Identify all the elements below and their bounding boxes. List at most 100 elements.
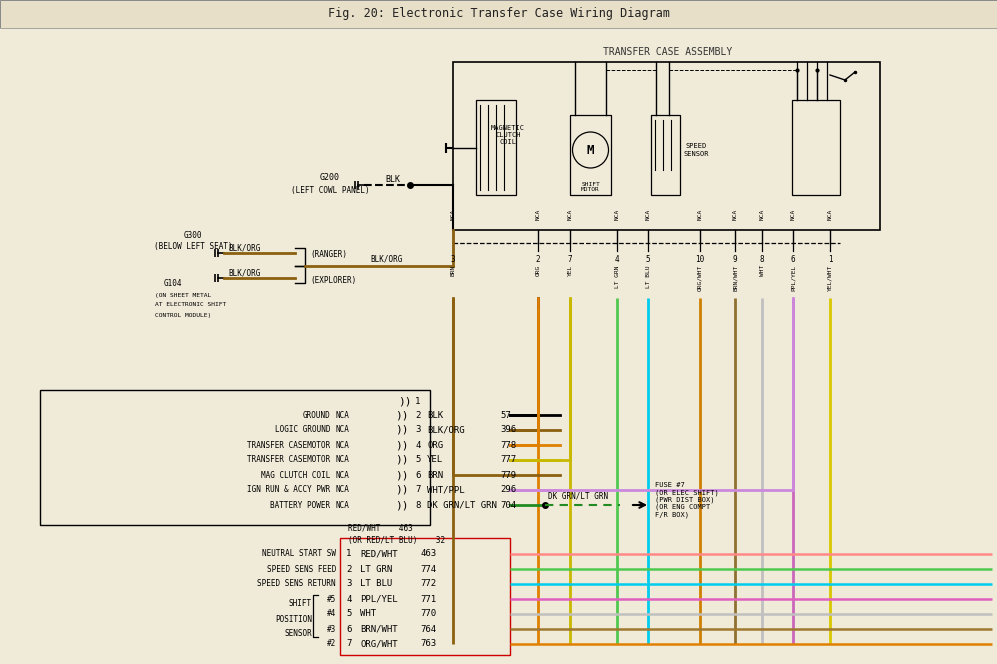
Text: BLK/ORG: BLK/ORG bbox=[228, 268, 260, 278]
Text: 6: 6 bbox=[346, 625, 351, 633]
Text: NCA: NCA bbox=[335, 485, 349, 495]
Text: 3: 3 bbox=[415, 426, 421, 434]
Text: 7: 7 bbox=[415, 485, 421, 495]
Text: TRANSFER CASE ASSEMBLY: TRANSFER CASE ASSEMBLY bbox=[603, 47, 733, 57]
Text: 771: 771 bbox=[420, 594, 436, 604]
Text: BLK/ORG: BLK/ORG bbox=[427, 426, 465, 434]
Text: ORG/WHT: ORG/WHT bbox=[698, 265, 703, 291]
Text: 704: 704 bbox=[500, 501, 516, 509]
Text: YEL: YEL bbox=[567, 265, 572, 276]
Text: NCA: NCA bbox=[733, 208, 738, 220]
Text: (ON SHEET METAL: (ON SHEET METAL bbox=[155, 293, 211, 297]
Text: LT GRN: LT GRN bbox=[360, 564, 392, 574]
Text: 764: 764 bbox=[420, 625, 436, 633]
Text: GROUND: GROUND bbox=[302, 410, 330, 420]
Text: NCA: NCA bbox=[335, 501, 349, 509]
Text: NCA: NCA bbox=[335, 456, 349, 465]
Text: LOGIC GROUND: LOGIC GROUND bbox=[274, 426, 330, 434]
Text: FUSE #7
(OR ELEC SHIFT)
(PWR DIST BOX)
(OR ENG COMPT
F/R BOX): FUSE #7 (OR ELEC SHIFT) (PWR DIST BOX) (… bbox=[655, 482, 719, 518]
Text: NCA: NCA bbox=[335, 471, 349, 479]
Bar bbox=[792, 100, 840, 195]
Text: ORG: ORG bbox=[535, 265, 540, 276]
Text: NCA: NCA bbox=[335, 440, 349, 450]
Text: #4: #4 bbox=[327, 610, 336, 618]
Text: BRN/WHT: BRN/WHT bbox=[733, 265, 738, 291]
Text: 396: 396 bbox=[500, 426, 516, 434]
Text: 463: 463 bbox=[420, 550, 436, 558]
Text: )): )) bbox=[395, 425, 409, 435]
Text: NCA: NCA bbox=[791, 208, 796, 220]
Text: CONTROL MODULE): CONTROL MODULE) bbox=[155, 313, 211, 317]
Text: )): )) bbox=[395, 410, 409, 420]
Text: 6: 6 bbox=[415, 471, 421, 479]
Text: 2: 2 bbox=[346, 564, 351, 574]
Bar bbox=[340, 538, 510, 655]
Text: )): )) bbox=[395, 455, 409, 465]
Text: #5: #5 bbox=[327, 594, 336, 604]
Text: (BELOW LEFT SEAT): (BELOW LEFT SEAT) bbox=[154, 242, 232, 252]
Text: 779: 779 bbox=[500, 471, 516, 479]
Text: BLK: BLK bbox=[385, 175, 400, 185]
Text: 4: 4 bbox=[415, 440, 421, 450]
Text: 57: 57 bbox=[500, 410, 510, 420]
Text: TRANSFER CASEMOTOR: TRANSFER CASEMOTOR bbox=[246, 456, 330, 465]
Text: BLK/ORG: BLK/ORG bbox=[370, 255, 403, 264]
Text: SHIFT: SHIFT bbox=[289, 600, 312, 608]
Text: WHT: WHT bbox=[760, 265, 765, 276]
Text: MAGNETIC
CLUTCH
COIL: MAGNETIC CLUTCH COIL bbox=[491, 125, 525, 145]
Text: NCA: NCA bbox=[614, 208, 619, 220]
Text: SPEED
SENSOR: SPEED SENSOR bbox=[683, 143, 709, 157]
Text: 296: 296 bbox=[500, 485, 516, 495]
Text: POSITION: POSITION bbox=[275, 614, 312, 623]
Text: 1: 1 bbox=[828, 255, 832, 264]
Text: )): )) bbox=[395, 470, 409, 480]
Text: BRN/WHT: BRN/WHT bbox=[360, 625, 398, 633]
Text: (OR RED/LT BLU)    32: (OR RED/LT BLU) 32 bbox=[348, 535, 445, 544]
Text: 2: 2 bbox=[535, 255, 540, 264]
Text: G104: G104 bbox=[164, 278, 182, 288]
Text: 4: 4 bbox=[615, 255, 619, 264]
Text: 8: 8 bbox=[415, 501, 421, 509]
Text: MAG CLUTCH COIL: MAG CLUTCH COIL bbox=[260, 471, 330, 479]
Text: WHT: WHT bbox=[360, 610, 376, 618]
Text: G200: G200 bbox=[320, 173, 340, 181]
Text: 770: 770 bbox=[420, 610, 436, 618]
Text: PPL/YEL: PPL/YEL bbox=[360, 594, 398, 604]
Text: 774: 774 bbox=[420, 564, 436, 574]
Text: YEL: YEL bbox=[427, 456, 443, 465]
Text: 1: 1 bbox=[346, 550, 351, 558]
Text: M: M bbox=[587, 143, 594, 157]
Text: 10: 10 bbox=[695, 255, 705, 264]
Text: )): )) bbox=[398, 397, 412, 407]
Text: NEUTRAL START SW: NEUTRAL START SW bbox=[262, 550, 336, 558]
Text: TRANSFER CASEMOTOR: TRANSFER CASEMOTOR bbox=[246, 440, 330, 450]
Text: SENSOR: SENSOR bbox=[284, 629, 312, 639]
Text: (RANGER): (RANGER) bbox=[310, 250, 347, 260]
Text: Fig. 20: Electronic Transfer Case Wiring Diagram: Fig. 20: Electronic Transfer Case Wiring… bbox=[327, 7, 670, 21]
Text: )): )) bbox=[395, 440, 409, 450]
Text: LT GRN: LT GRN bbox=[614, 265, 619, 288]
Text: BRN: BRN bbox=[427, 471, 443, 479]
Text: NCA: NCA bbox=[335, 426, 349, 434]
Text: 1: 1 bbox=[415, 398, 421, 406]
Text: PPL/YEL: PPL/YEL bbox=[791, 265, 796, 291]
Text: #3: #3 bbox=[327, 625, 336, 633]
Text: SHIFT
MOTOR: SHIFT MOTOR bbox=[581, 181, 600, 193]
Text: RED/WHT: RED/WHT bbox=[360, 550, 398, 558]
Bar bbox=[651, 115, 680, 195]
Text: NCA: NCA bbox=[535, 208, 540, 220]
Text: 3: 3 bbox=[451, 255, 456, 264]
Text: 3: 3 bbox=[346, 580, 351, 588]
Bar bbox=[40, 390, 430, 525]
Text: )): )) bbox=[395, 485, 409, 495]
Text: NCA: NCA bbox=[698, 208, 703, 220]
Text: ORG: ORG bbox=[427, 440, 443, 450]
Text: BATTERY POWER: BATTERY POWER bbox=[270, 501, 330, 509]
Text: 2: 2 bbox=[415, 410, 421, 420]
Text: #2: #2 bbox=[327, 639, 336, 649]
Text: (EXPLORER): (EXPLORER) bbox=[310, 276, 356, 284]
Text: NCA: NCA bbox=[828, 208, 832, 220]
Text: ORG/WHT: ORG/WHT bbox=[360, 639, 398, 649]
Text: 4: 4 bbox=[346, 594, 351, 604]
Text: AT ELECTRONIC SHIFT: AT ELECTRONIC SHIFT bbox=[155, 303, 226, 307]
